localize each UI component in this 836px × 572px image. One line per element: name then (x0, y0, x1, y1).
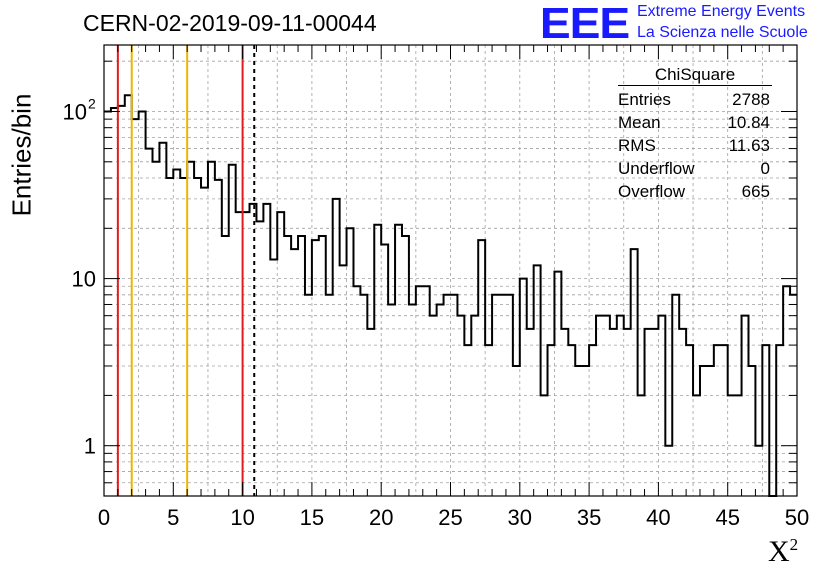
stats-label: Underflow (618, 159, 695, 178)
stats-value: 11.63 (728, 136, 770, 155)
x-tick-label: 0 (98, 505, 110, 530)
stats-label: Mean (618, 113, 661, 132)
stats-box: ChiSquare Entries 2788 Mean 10.84 RMS 11.63… (612, 65, 778, 203)
stats-row-rms: RMS 11.63 (612, 134, 778, 157)
x-tick-label: 10 (230, 505, 254, 530)
stats-value: 0 (760, 159, 770, 178)
x-axis-label-base: X (768, 535, 790, 568)
stats-label: Overflow (618, 182, 686, 201)
y-tick-label-exponent: 2 (88, 95, 96, 111)
y-tick-label: 10 (63, 99, 87, 124)
stats-row-mean: Mean 10.84 (612, 111, 778, 134)
x-tick-label: 20 (369, 505, 393, 530)
x-tick-label: 45 (715, 505, 739, 530)
x-tick-label: 25 (438, 505, 462, 530)
stats-row-overflow: Overflow 665 (612, 180, 778, 203)
x-tick-label: 15 (300, 505, 324, 530)
stats-value: 665 (741, 182, 770, 201)
eee-logo: EEE (539, 0, 630, 48)
chart-title: CERN-02-2019-09-11-00044 (83, 10, 377, 36)
x-tick-label: 50 (785, 505, 809, 530)
stats-row-underflow: Underflow 0 (612, 157, 778, 180)
x-tick-label: 40 (646, 505, 670, 530)
x-tick-label: 35 (577, 505, 601, 530)
x-axis-label: X2 (768, 535, 798, 569)
logo-subtitle-line1: Extreme Energy Events (637, 3, 806, 20)
y-tick-label: 1 (84, 434, 96, 459)
stats-value: 2788 (732, 90, 770, 109)
stats-label: Entries (618, 90, 671, 109)
x-tick-label: 5 (167, 505, 179, 530)
y-tick-label: 10 (72, 267, 96, 292)
stats-header: ChiSquare (618, 65, 772, 86)
stats-value: 10.84 (727, 113, 770, 132)
logo-subtitle-line2: La Scienza nelle Scuole (637, 24, 808, 41)
stats-row-entries: Entries 2788 (612, 88, 778, 111)
stats-label: RMS (618, 136, 656, 155)
x-tick-label: 30 (508, 505, 532, 530)
x-axis-label-exponent: 2 (789, 535, 799, 554)
histogram-series (104, 94, 797, 497)
